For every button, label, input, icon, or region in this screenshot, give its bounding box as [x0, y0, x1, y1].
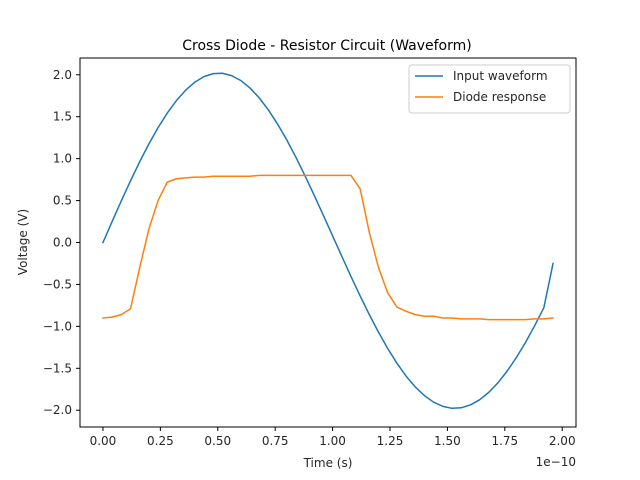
- chart-title: Cross Diode - Resistor Circuit (Waveform…: [182, 38, 471, 54]
- legend: Input waveform Diode response: [408, 64, 571, 114]
- y-tick-label: 1.0: [53, 152, 72, 166]
- x-tick-label: 0.00: [90, 434, 117, 448]
- legend-box: [408, 64, 571, 114]
- x-axis-label: Time (s): [303, 456, 353, 470]
- y-axis: −2.0 −1.5 −1.0 −0.5 0.0 0.5 1.0 1.5 2.0: [43, 68, 80, 417]
- y-tick-label: 0.0: [53, 236, 72, 250]
- x-axis: 0.00 0.25 0.50 0.75 1.00 1.25 1.50 1.75 2.00: [90, 427, 576, 448]
- y-tick-label: −2.0: [43, 403, 72, 417]
- y-tick-label: 1.5: [53, 110, 72, 124]
- x-tick-label: 1.00: [319, 434, 346, 448]
- x-tick-label: 1.25: [377, 434, 404, 448]
- series-line-2: [102, 174, 554, 321]
- x-tick-label: 2.00: [549, 434, 576, 448]
- x-tick-label: 1.75: [491, 434, 518, 448]
- series-line-1: [101, 72, 554, 410]
- x-tick-label: 0.50: [204, 434, 231, 448]
- y-tick-label: −1.0: [43, 319, 72, 333]
- y-tick-label: 0.5: [53, 194, 72, 208]
- y-axis-label: Voltage (V): [16, 209, 30, 275]
- x-tick-label: 0.25: [147, 434, 174, 448]
- x-axis-offset-label: 1e−10: [536, 455, 576, 469]
- legend-label-1: Input waveform: [453, 69, 548, 83]
- y-tick-label: −1.5: [43, 361, 72, 375]
- x-tick-label: 1.50: [434, 434, 461, 448]
- legend-label-2: Diode response: [453, 90, 546, 104]
- y-tick-label: 2.0: [53, 68, 72, 82]
- series-layer: [101, 72, 554, 410]
- x-tick-label: 0.75: [262, 434, 289, 448]
- y-tick-label: −0.5: [43, 277, 72, 291]
